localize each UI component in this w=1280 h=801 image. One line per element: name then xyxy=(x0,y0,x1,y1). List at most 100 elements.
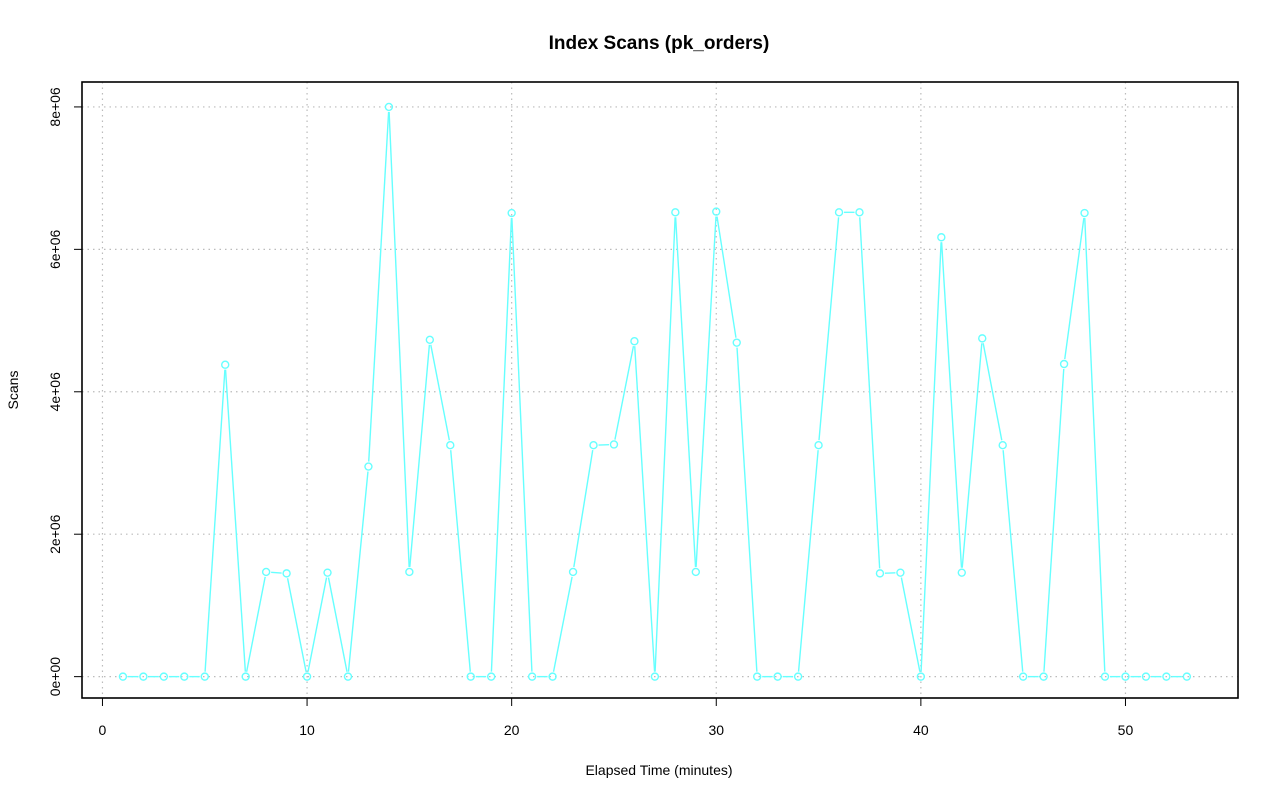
data-point xyxy=(1182,672,1192,681)
data-point xyxy=(916,672,926,681)
y-tick-label: 6e+06 xyxy=(47,229,63,269)
data-point xyxy=(855,208,864,217)
x-axis: 0 10 20 30 40 50 xyxy=(99,698,1134,738)
series-segment xyxy=(573,450,594,568)
chart-title: Index Scans (pk_orders) xyxy=(549,33,770,54)
series-segment xyxy=(1064,217,1085,360)
data-point xyxy=(957,568,966,577)
y-tick-label: 2e+06 xyxy=(47,514,63,554)
data-point xyxy=(1162,672,1171,681)
series-segment xyxy=(327,577,348,672)
data-point xyxy=(752,672,762,681)
data-point xyxy=(712,207,721,216)
series-segment xyxy=(674,217,697,567)
series-segment xyxy=(1002,450,1024,672)
data-point xyxy=(1121,672,1130,681)
series-segment xyxy=(347,471,369,672)
series-segment xyxy=(900,577,921,672)
series-segment xyxy=(511,217,533,672)
data-point xyxy=(834,208,844,217)
data-point xyxy=(507,208,516,218)
y-tick-label: 4e+06 xyxy=(47,372,63,412)
x-tick-label: 50 xyxy=(1118,722,1134,738)
series xyxy=(118,102,1192,681)
series-segment xyxy=(552,576,573,672)
plot-frame xyxy=(81,81,1239,699)
data-point xyxy=(466,672,475,681)
data-point xyxy=(364,462,373,471)
data-point xyxy=(650,672,660,681)
data-point xyxy=(241,672,250,681)
series-segment xyxy=(920,242,942,672)
series-segment xyxy=(388,111,410,567)
data-point xyxy=(937,233,946,242)
y-axis: 0e+00 2e+06 4e+06 6e+06 8e+06 xyxy=(47,87,82,696)
series-segment xyxy=(490,217,513,672)
data-point xyxy=(180,672,189,681)
y-axis-label: Scans xyxy=(5,371,21,410)
data-point xyxy=(896,568,905,577)
series-segment xyxy=(1084,217,1106,672)
x-tick-label: 10 xyxy=(299,722,315,738)
data-point xyxy=(691,567,701,577)
series-segment xyxy=(654,217,676,672)
data-point xyxy=(875,569,885,578)
series-segment xyxy=(940,242,963,568)
data-point xyxy=(221,360,230,369)
series-segment xyxy=(736,347,758,672)
series-segment xyxy=(695,216,717,567)
series-segment xyxy=(245,576,266,672)
x-tick-label: 0 xyxy=(99,722,107,738)
data-point xyxy=(998,440,1007,450)
data-point xyxy=(118,672,128,681)
series-segment xyxy=(961,343,983,568)
data-point xyxy=(1100,672,1110,681)
series-segment xyxy=(614,345,635,440)
series-segment xyxy=(271,571,282,574)
data-point xyxy=(261,567,271,577)
y-tick-label: 8e+06 xyxy=(47,87,63,127)
data-point xyxy=(630,337,639,346)
series-segment xyxy=(634,346,656,672)
x-axis-label: Elapsed Time (minutes) xyxy=(585,762,732,778)
data-point xyxy=(159,672,169,681)
data-point xyxy=(671,208,680,217)
data-point xyxy=(773,672,782,681)
data-point xyxy=(446,440,455,450)
grid xyxy=(82,82,1238,698)
series-segment xyxy=(982,343,1003,441)
series-segment xyxy=(1043,368,1065,672)
data-point xyxy=(282,569,291,578)
data-point xyxy=(1080,208,1089,218)
data-point xyxy=(384,102,394,112)
x-tick-label: 30 xyxy=(708,722,724,738)
series-segment xyxy=(409,344,431,568)
series-segment xyxy=(859,217,881,569)
y-tick-label: 0e+00 xyxy=(47,657,63,697)
data-point xyxy=(732,338,741,347)
data-point xyxy=(814,440,823,450)
data-point xyxy=(793,672,803,681)
data-point xyxy=(568,567,578,577)
data-point xyxy=(1059,359,1069,369)
data-point xyxy=(1018,672,1028,681)
data-point xyxy=(302,672,312,681)
data-point xyxy=(200,672,209,681)
data-point xyxy=(487,672,496,681)
data-point xyxy=(527,672,537,681)
data-point xyxy=(978,334,987,343)
series-segment xyxy=(307,577,328,672)
series-segment xyxy=(204,369,226,672)
series-segment xyxy=(286,578,307,672)
series-segment xyxy=(818,217,840,441)
x-tick-label: 20 xyxy=(504,722,520,738)
series-segment xyxy=(224,369,247,672)
series-segment xyxy=(797,450,819,672)
series-segment xyxy=(450,450,472,672)
series-segment xyxy=(368,111,390,462)
series-segment xyxy=(430,344,451,441)
data-point xyxy=(1141,672,1151,681)
data-point xyxy=(1039,672,1048,681)
x-tick-label: 40 xyxy=(913,722,929,738)
